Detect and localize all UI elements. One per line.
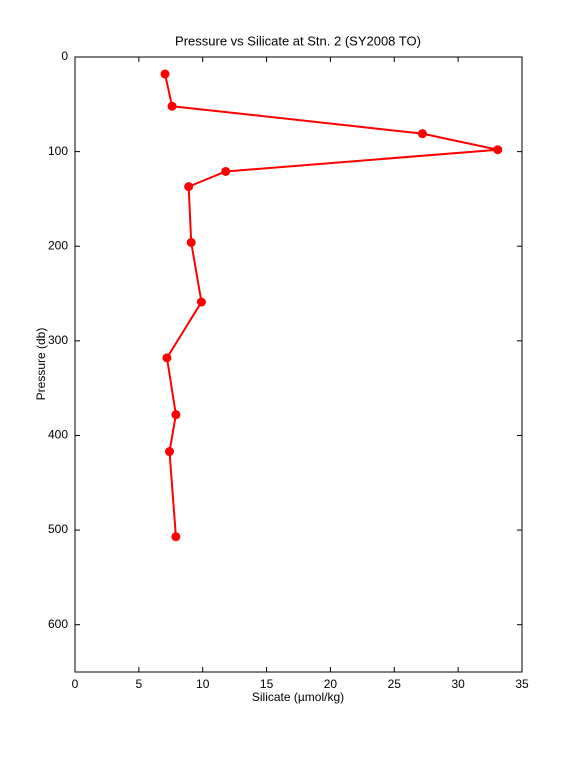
x-tick-label: 15 [260,677,274,691]
data-point [165,447,175,457]
y-tick-label: 400 [48,428,68,442]
data-point [162,353,172,363]
data-point [196,297,206,307]
data-point [184,182,194,192]
y-tick-label: 0 [61,49,68,63]
data-point [171,532,181,542]
data-point [493,145,503,155]
plot-frame [74,56,523,673]
y-tick-label: 600 [48,617,68,631]
data-point [171,410,181,420]
data-point [167,101,177,111]
data-line [164,73,499,537]
data-point [221,166,231,176]
x-tick-label: 30 [451,677,465,691]
x-tick-label: 0 [72,677,79,691]
x-tick-label: 25 [388,677,402,691]
y-tick-label: 200 [48,238,68,252]
data-point [417,129,427,139]
x-tick-label: 35 [515,677,529,691]
x-axis-label: Silicate (µmol/kg) [252,690,344,704]
x-tick-label: 10 [196,677,210,691]
x-tick-label: 20 [324,677,338,691]
y-axis-label: Pressure (db) [34,328,48,401]
y-tick-label: 100 [48,144,68,158]
chart-title: Pressure vs Silicate at Stn. 2 (SY2008 T… [175,33,421,48]
y-tick-label: 500 [48,522,68,536]
x-tick-label: 5 [136,677,143,691]
data-point [160,69,170,79]
data-point [186,237,196,247]
y-tick-label: 300 [48,333,68,347]
